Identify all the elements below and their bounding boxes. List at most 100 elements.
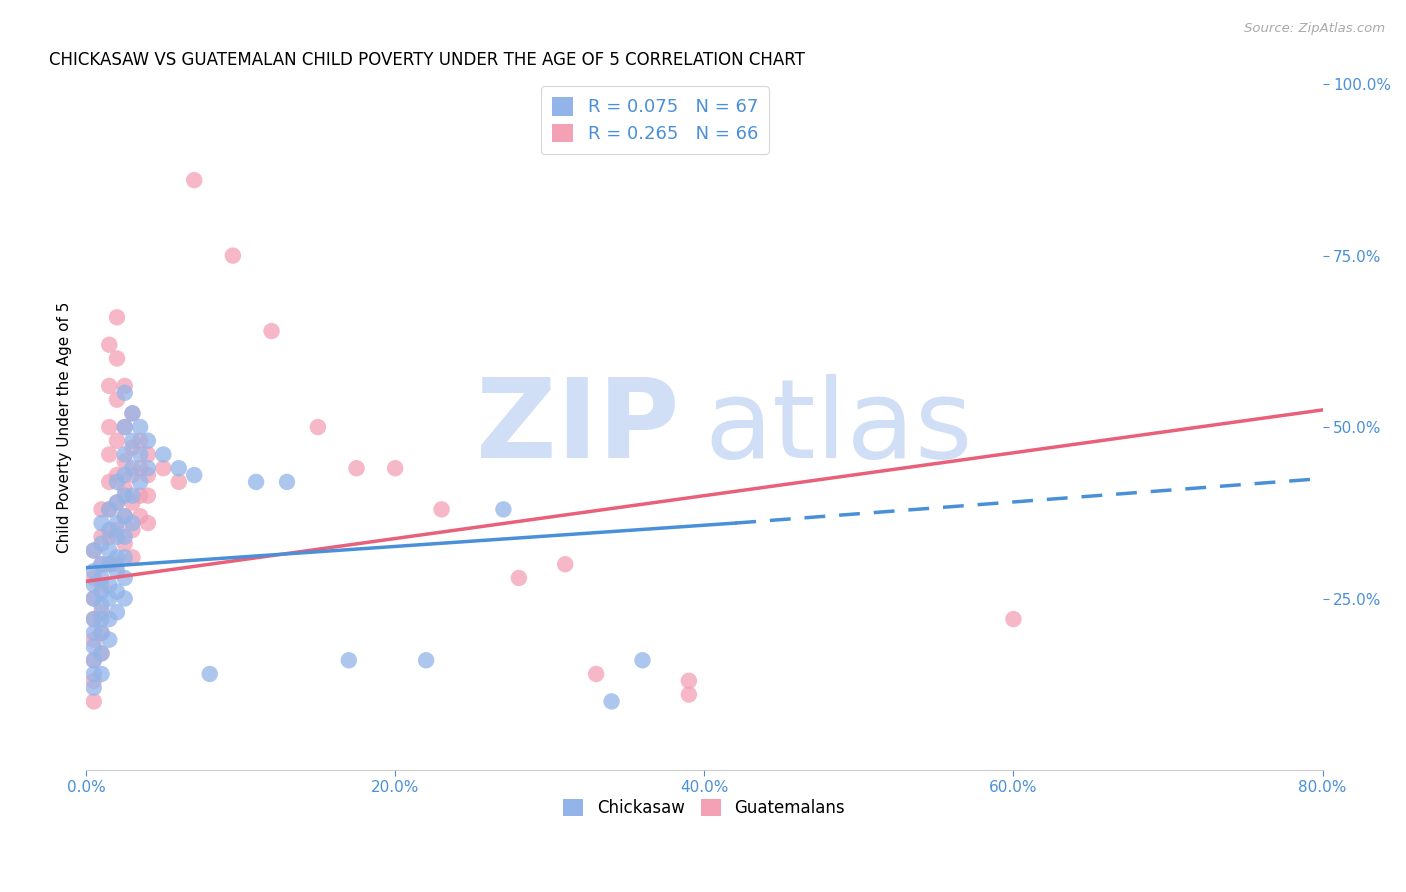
Point bbox=[105, 468, 128, 483]
Point bbox=[90, 558, 112, 572]
Point bbox=[98, 530, 121, 544]
Point bbox=[430, 502, 453, 516]
Point bbox=[136, 516, 159, 530]
Text: ZIP: ZIP bbox=[477, 374, 679, 481]
Point bbox=[98, 558, 121, 572]
Point bbox=[136, 448, 159, 462]
Point bbox=[90, 647, 112, 661]
Point bbox=[631, 653, 654, 667]
Point bbox=[98, 420, 121, 434]
Point bbox=[114, 482, 136, 496]
Point bbox=[129, 475, 152, 489]
Point bbox=[83, 653, 105, 667]
Point bbox=[90, 612, 112, 626]
Point bbox=[98, 612, 121, 626]
Point bbox=[114, 489, 136, 503]
Point bbox=[121, 550, 143, 565]
Point bbox=[90, 584, 112, 599]
Point bbox=[83, 543, 105, 558]
Point bbox=[129, 434, 152, 448]
Point bbox=[83, 591, 105, 606]
Point bbox=[152, 461, 174, 475]
Point bbox=[90, 578, 112, 592]
Point bbox=[90, 516, 112, 530]
Point bbox=[346, 461, 368, 475]
Point bbox=[83, 564, 105, 578]
Point bbox=[114, 509, 136, 524]
Point bbox=[105, 392, 128, 407]
Point bbox=[245, 475, 267, 489]
Point bbox=[183, 468, 205, 483]
Point bbox=[114, 571, 136, 585]
Point bbox=[136, 489, 159, 503]
Point bbox=[129, 448, 152, 462]
Point bbox=[90, 625, 112, 640]
Point bbox=[98, 558, 121, 572]
Point bbox=[90, 571, 112, 585]
Point bbox=[384, 461, 406, 475]
Point bbox=[105, 310, 128, 325]
Point bbox=[90, 536, 112, 550]
Point bbox=[105, 605, 128, 619]
Point bbox=[114, 536, 136, 550]
Point bbox=[121, 495, 143, 509]
Point bbox=[98, 337, 121, 351]
Point bbox=[83, 625, 105, 640]
Point bbox=[114, 385, 136, 400]
Legend: Chickasaw, Guatemalans: Chickasaw, Guatemalans bbox=[557, 792, 852, 823]
Point bbox=[90, 667, 112, 681]
Point bbox=[678, 673, 700, 688]
Point bbox=[105, 351, 128, 366]
Point bbox=[600, 694, 623, 708]
Point bbox=[90, 625, 112, 640]
Point bbox=[98, 379, 121, 393]
Point bbox=[83, 681, 105, 695]
Point bbox=[90, 605, 112, 619]
Point bbox=[98, 523, 121, 537]
Point bbox=[114, 468, 136, 483]
Point bbox=[136, 434, 159, 448]
Point bbox=[98, 502, 121, 516]
Point bbox=[129, 509, 152, 524]
Point bbox=[121, 406, 143, 420]
Point bbox=[105, 434, 128, 448]
Point bbox=[114, 379, 136, 393]
Point bbox=[105, 564, 128, 578]
Point bbox=[183, 173, 205, 187]
Point bbox=[585, 667, 607, 681]
Text: atlas: atlas bbox=[704, 374, 973, 481]
Point bbox=[98, 448, 121, 462]
Point bbox=[105, 523, 128, 537]
Point bbox=[129, 461, 152, 475]
Point bbox=[129, 489, 152, 503]
Point bbox=[554, 558, 576, 572]
Y-axis label: Child Poverty Under the Age of 5: Child Poverty Under the Age of 5 bbox=[58, 301, 72, 553]
Point bbox=[98, 502, 121, 516]
Point bbox=[98, 591, 121, 606]
Point bbox=[90, 647, 112, 661]
Point bbox=[121, 441, 143, 455]
Point bbox=[136, 461, 159, 475]
Point bbox=[105, 516, 128, 530]
Point bbox=[98, 632, 121, 647]
Text: CHICKASAW VS GUATEMALAN CHILD POVERTY UNDER THE AGE OF 5 CORRELATION CHART: CHICKASAW VS GUATEMALAN CHILD POVERTY UN… bbox=[49, 51, 804, 69]
Point bbox=[90, 599, 112, 613]
Point bbox=[114, 509, 136, 524]
Point bbox=[167, 461, 190, 475]
Point bbox=[121, 406, 143, 420]
Point bbox=[83, 591, 105, 606]
Point bbox=[83, 612, 105, 626]
Point bbox=[105, 550, 128, 565]
Point bbox=[167, 475, 190, 489]
Point bbox=[114, 530, 136, 544]
Point bbox=[114, 454, 136, 468]
Point bbox=[121, 516, 143, 530]
Point bbox=[83, 632, 105, 647]
Point bbox=[114, 448, 136, 462]
Point bbox=[198, 667, 221, 681]
Point bbox=[152, 448, 174, 462]
Point bbox=[90, 530, 112, 544]
Point bbox=[1002, 612, 1025, 626]
Point bbox=[83, 667, 105, 681]
Point bbox=[98, 475, 121, 489]
